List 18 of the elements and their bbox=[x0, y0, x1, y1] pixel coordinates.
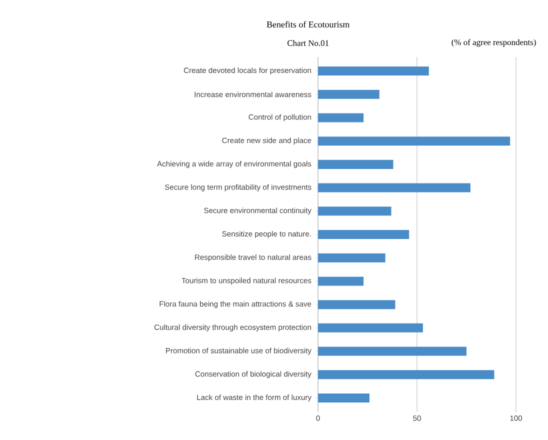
bar bbox=[318, 276, 364, 286]
bar bbox=[318, 346, 467, 356]
bar bbox=[318, 300, 396, 310]
bar bbox=[318, 253, 386, 262]
bar bbox=[318, 183, 470, 192]
bar bbox=[318, 393, 370, 402]
bar bbox=[318, 160, 394, 169]
bar bbox=[318, 206, 392, 216]
bar bbox=[318, 90, 380, 99]
bar bbox=[318, 136, 510, 146]
bar bbox=[318, 113, 364, 122]
bar bbox=[318, 323, 423, 332]
text: (% of agree respondents) bbox=[452, 39, 536, 47]
chart-title: Benefits of Ecotourism bbox=[266, 21, 350, 28]
chart-subtitle: Chart No.01 bbox=[288, 40, 329, 46]
bar bbox=[318, 66, 429, 76]
bar bbox=[318, 370, 494, 380]
bar bbox=[318, 230, 410, 240]
